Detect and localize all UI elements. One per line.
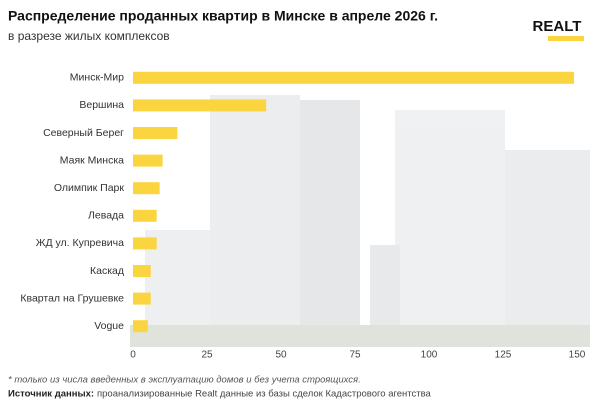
y-tick-label: Вершина <box>79 99 124 111</box>
bar <box>133 71 575 84</box>
chart-subtitle: в разрезе жилых комплексов <box>8 29 170 43</box>
source-label: Источник данных: <box>8 389 94 400</box>
x-tick-label: 50 <box>275 350 287 361</box>
logo-accent <box>548 36 584 41</box>
x-tick-label: 150 <box>569 350 586 361</box>
x-tick-label: 100 <box>421 350 438 361</box>
bar <box>133 99 267 112</box>
bar <box>133 127 178 139</box>
bar <box>133 209 157 222</box>
y-tick-label: Минск-Мир <box>70 72 124 84</box>
x-tick-label: 75 <box>349 350 361 361</box>
y-tick-label: Vogue <box>94 320 124 332</box>
logo: REALT <box>533 18 582 35</box>
bar <box>133 154 163 167</box>
background-photo <box>130 95 590 347</box>
y-tick-label: Квартал на Грушевке <box>20 292 124 304</box>
y-tick-label: Северный Берег <box>43 127 124 139</box>
y-tick-label: Левада <box>88 210 124 222</box>
source-text: проанализированные Realt данные из базы … <box>97 389 432 400</box>
bar <box>133 182 160 195</box>
chart-title: Распределение проданных квартир в Минске… <box>8 8 438 24</box>
bar <box>133 265 151 277</box>
footnote: * только из числа введенных в эксплуатац… <box>8 375 361 386</box>
bar <box>133 237 157 250</box>
x-tick-label: 0 <box>130 350 136 361</box>
y-tick-label: Каскад <box>90 265 124 277</box>
y-tick-label: Олимпик Парк <box>54 182 125 194</box>
y-tick-label: Маяк Минска <box>60 154 124 166</box>
y-tick-label: ЖД ул. Купревича <box>36 237 124 249</box>
bar <box>133 292 151 305</box>
bar <box>133 320 148 333</box>
x-tick-label: 25 <box>201 350 213 361</box>
x-tick-label: 125 <box>495 350 512 361</box>
